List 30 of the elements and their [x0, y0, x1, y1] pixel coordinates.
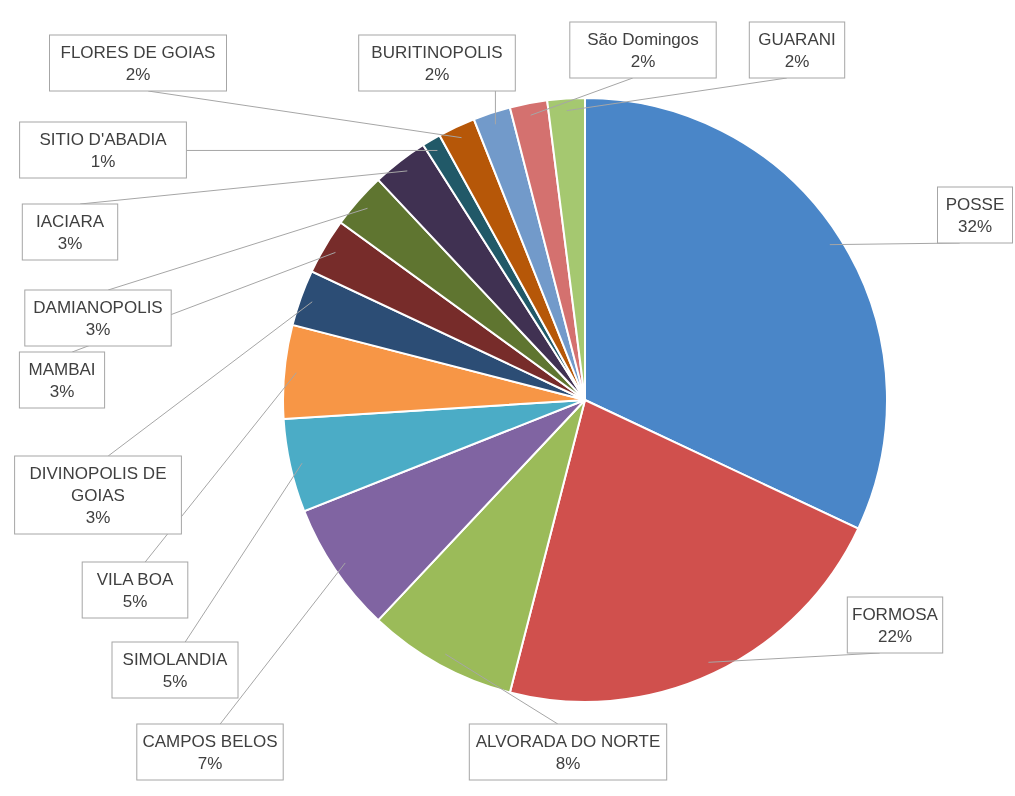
- data-label: 3%: [85, 507, 111, 527]
- slice-label: SIMOLANDIA: [122, 649, 229, 669]
- slice-label: BURITINOPOLIS: [371, 42, 503, 62]
- slice-label: SITIO D'ABADIA: [39, 129, 168, 149]
- slice-label: IACIARA: [35, 211, 105, 231]
- slice-label: FLORES DE GOIAS: [60, 42, 216, 62]
- data-label: 2%: [784, 51, 810, 71]
- data-label: 8%: [555, 753, 581, 773]
- slice-label: DIVINOPOLIS DE GOIAS: [29, 463, 167, 505]
- slice-label: DAMIANOPOLIS: [33, 297, 163, 317]
- data-label: 5%: [122, 591, 148, 611]
- data-label: 3%: [57, 233, 83, 253]
- slice-label: FORMOSA: [852, 604, 939, 624]
- slice-label: CAMPOS BELOS: [142, 731, 278, 751]
- data-label: 1%: [90, 151, 116, 171]
- data-label: 3%: [49, 381, 75, 401]
- slice-label: POSSE: [945, 194, 1005, 214]
- data-label: 7%: [197, 753, 223, 773]
- slice-label: MAMBAI: [28, 359, 96, 379]
- slice-label: São Domingos: [587, 29, 699, 49]
- data-label: 32%: [957, 216, 993, 236]
- data-label: 3%: [85, 319, 111, 339]
- data-label: 2%: [424, 64, 450, 84]
- slice-label: VILA BOA: [96, 569, 174, 589]
- slice-label: GUARANI: [758, 29, 836, 49]
- data-label: 22%: [877, 626, 913, 646]
- slice-label: ALVORADA DO NORTE: [475, 731, 661, 751]
- data-label: 2%: [125, 64, 151, 84]
- data-label: 5%: [162, 671, 188, 691]
- data-label: 2%: [630, 51, 656, 71]
